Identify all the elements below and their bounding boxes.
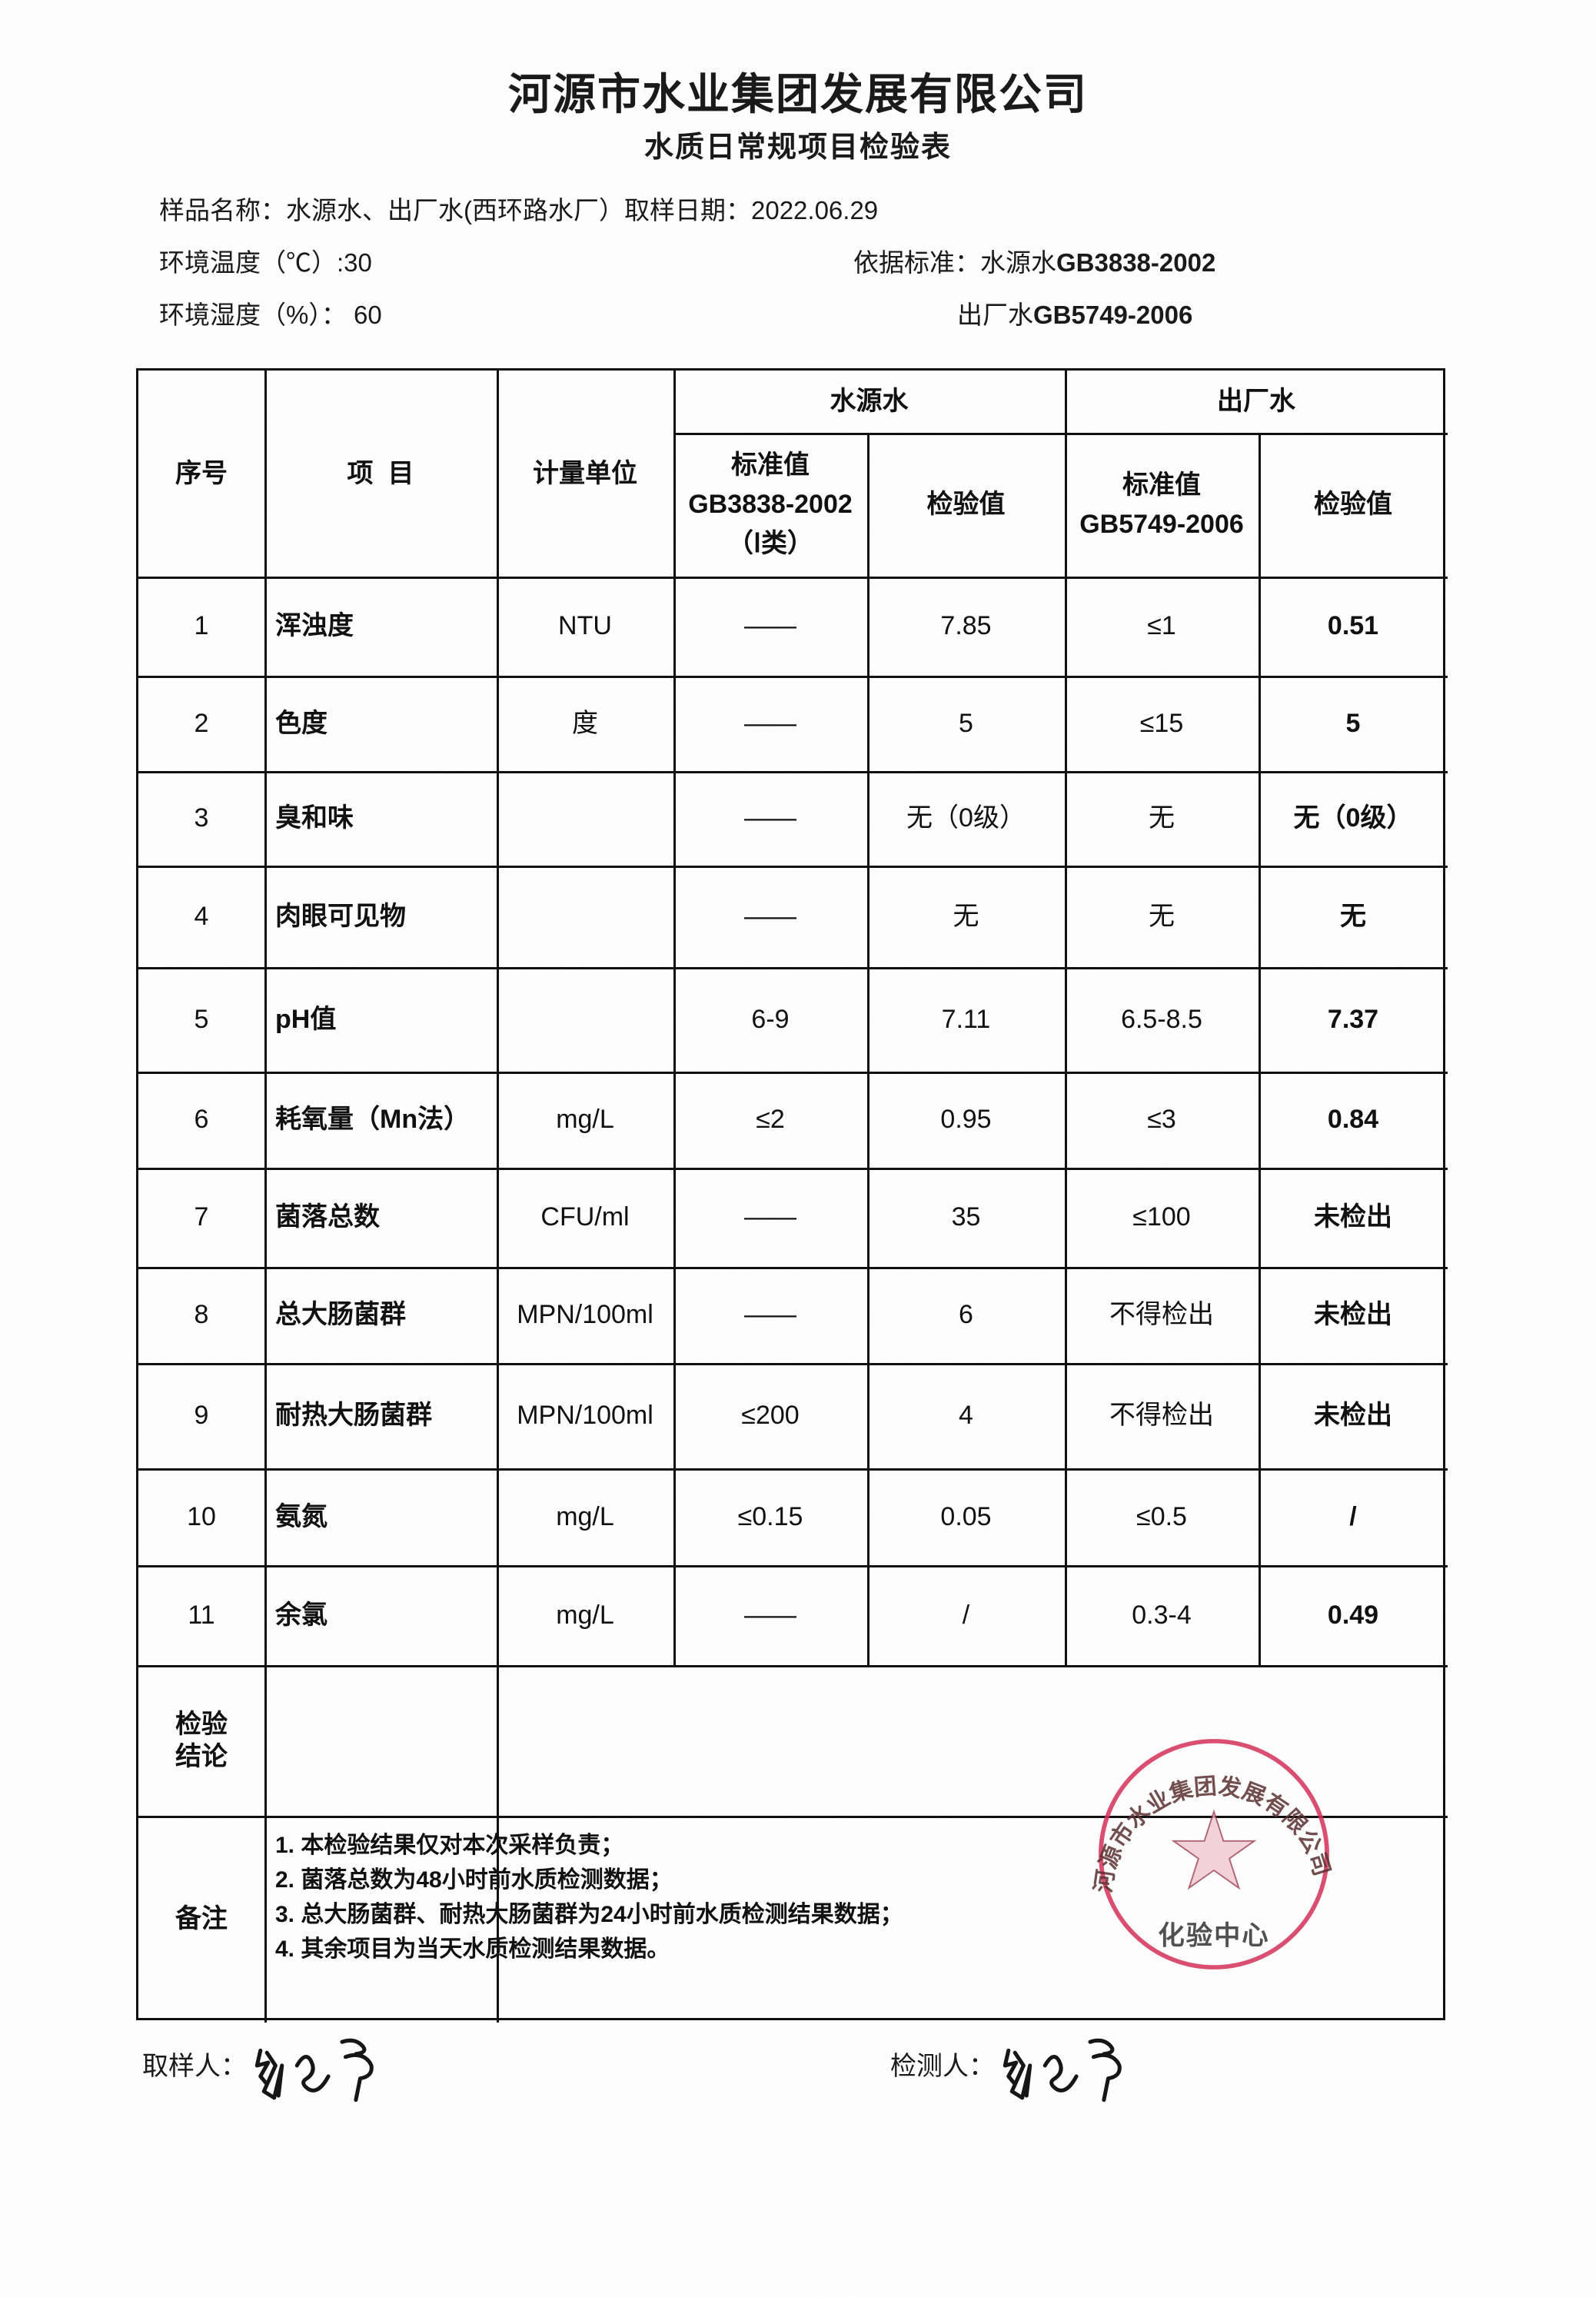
svg-text:化验中心: 化验中心 bbox=[1158, 1920, 1269, 1950]
